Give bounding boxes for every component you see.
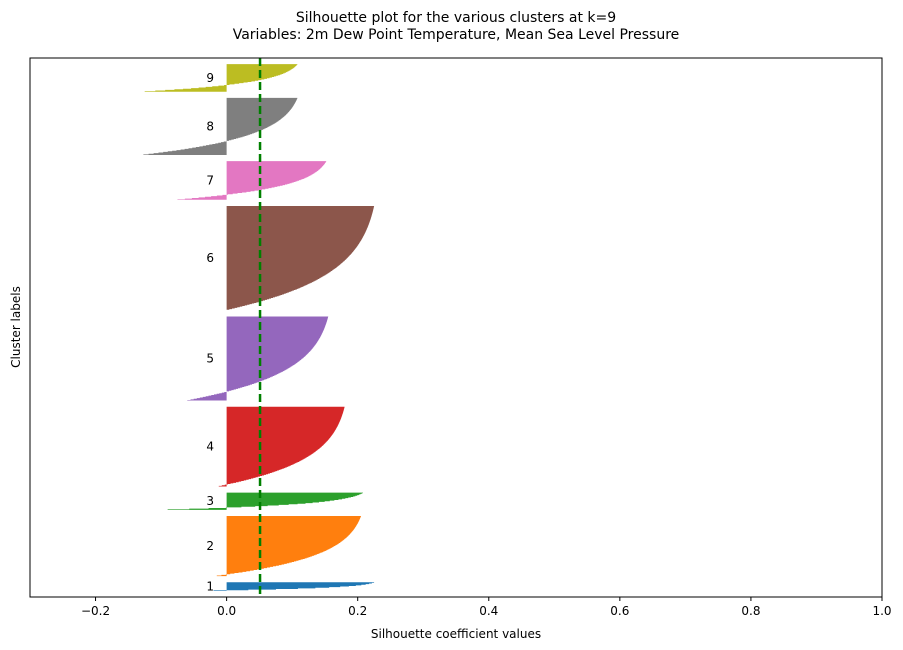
x-axis-label: Silhouette coefficient values: [371, 627, 541, 641]
silhouette-band-cluster-8: [143, 97, 298, 155]
chart-title-line1: Silhouette plot for the various clusters…: [296, 10, 616, 26]
cluster-label-6: 6: [206, 251, 214, 265]
chart-title-line2: Variables: 2m Dew Point Temperature, Mea…: [233, 27, 680, 43]
x-tick-label: 0.8: [741, 604, 760, 618]
x-tick-label: −0.2: [81, 604, 110, 618]
y-axis-label: Cluster labels: [9, 286, 23, 368]
plot-area-frame: [29, 57, 883, 598]
silhouette-band-cluster-1: [213, 582, 375, 591]
cluster-label-2: 2: [206, 539, 214, 553]
cluster-label-1: 1: [206, 580, 214, 594]
x-tick-label: 0.2: [348, 604, 367, 618]
silhouette-band-cluster-2: [216, 515, 361, 577]
x-tick-label: 0.0: [217, 604, 236, 618]
cluster-label-5: 5: [206, 352, 214, 366]
cluster-label-8: 8: [206, 119, 214, 133]
silhouette-band-cluster-3: [167, 492, 363, 510]
silhouette-band-cluster-6: [226, 205, 375, 311]
x-tick-label: 0.4: [479, 604, 498, 618]
cluster-label-9: 9: [206, 71, 214, 85]
cluster-label-4: 4: [206, 440, 214, 454]
silhouette-band-cluster-4: [218, 406, 345, 487]
silhouette-band-cluster-5: [187, 316, 329, 401]
cluster-labels: 1 2 3 4 5 6 7 8 9: [206, 71, 214, 594]
x-tick-label: 1.0: [872, 604, 891, 618]
silhouette-band-cluster-7: [177, 161, 327, 200]
silhouette-bars: [143, 64, 375, 591]
x-axis-ticks: −0.2 0.0 0.2 0.4 0.6 0.8 1.0: [81, 597, 892, 618]
x-tick-label: 0.6: [610, 604, 629, 618]
cluster-label-7: 7: [206, 173, 214, 187]
cluster-label-3: 3: [206, 494, 214, 508]
silhouette-band-cluster-9: [144, 64, 298, 92]
